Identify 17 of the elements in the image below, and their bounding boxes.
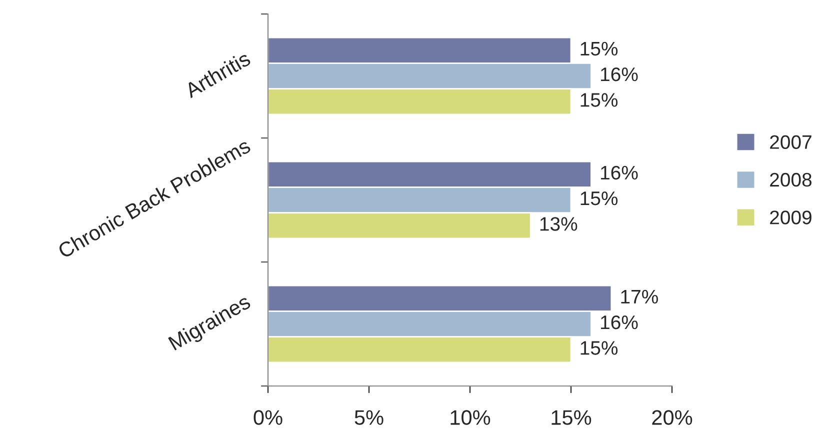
- data-label: 17%: [621, 290, 658, 304]
- data-label: 15%: [580, 192, 618, 206]
- data-label: 16%: [601, 166, 638, 180]
- x-tick-label: 0%: [254, 410, 282, 425]
- legend-label: 2008: [770, 172, 812, 187]
- data-label: 13%: [540, 217, 578, 231]
- data-label: 15%: [580, 93, 618, 107]
- x-tick-label: 10%: [450, 410, 490, 425]
- legend-label: 2007: [770, 135, 812, 149]
- x-tick-label: 20%: [652, 410, 692, 425]
- data-label: 16%: [601, 315, 638, 330]
- x-tick-label: 15%: [552, 410, 592, 425]
- data-label: 15%: [580, 341, 618, 355]
- x-tick-label: 5%: [354, 410, 384, 425]
- legend-label: 2009: [770, 210, 812, 224]
- data-label: 15%: [580, 42, 618, 56]
- data-label: 16%: [601, 67, 638, 82]
